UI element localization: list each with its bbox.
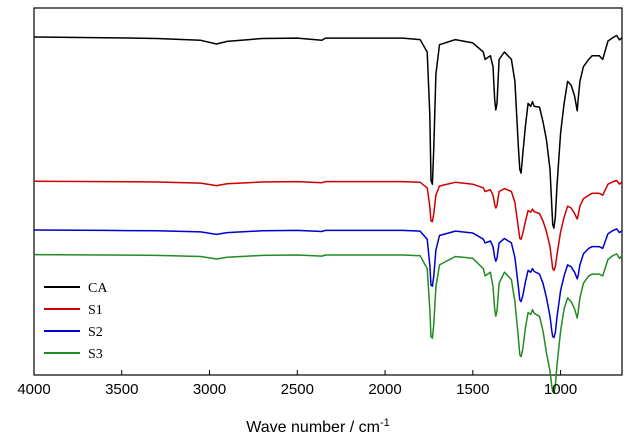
series-line-ca [33, 34, 623, 229]
x-tick-label: 2000 [368, 381, 401, 398]
x-tick-label: 3500 [105, 381, 138, 398]
x-tick-label: 1500 [456, 381, 489, 398]
legend-label-ca: CA [88, 281, 108, 296]
x-tick-label: 2500 [281, 381, 314, 398]
legend-label-s2: S2 [88, 325, 103, 340]
x-axis-title-superscript: -1 [380, 417, 390, 429]
legend-label-s1: S1 [88, 303, 103, 318]
legend-label-s3: S3 [88, 347, 103, 362]
series-line-s1 [33, 179, 623, 272]
x-tick-label: 1000 [544, 381, 577, 398]
series-line-s3 [33, 253, 623, 395]
x-axis-title: Wave number / cm-1 [246, 417, 389, 436]
x-tick-label: 4000 [17, 381, 50, 398]
plot-frame [33, 7, 623, 376]
legend: CA S1 S2 S3 [44, 281, 108, 362]
series-layer [33, 34, 623, 395]
x-tick-label: 3000 [193, 381, 226, 398]
series-line-s2 [33, 228, 623, 339]
x-axis-ticks: 4000 3500 3000 2500 2000 1500 1000 [17, 370, 577, 398]
